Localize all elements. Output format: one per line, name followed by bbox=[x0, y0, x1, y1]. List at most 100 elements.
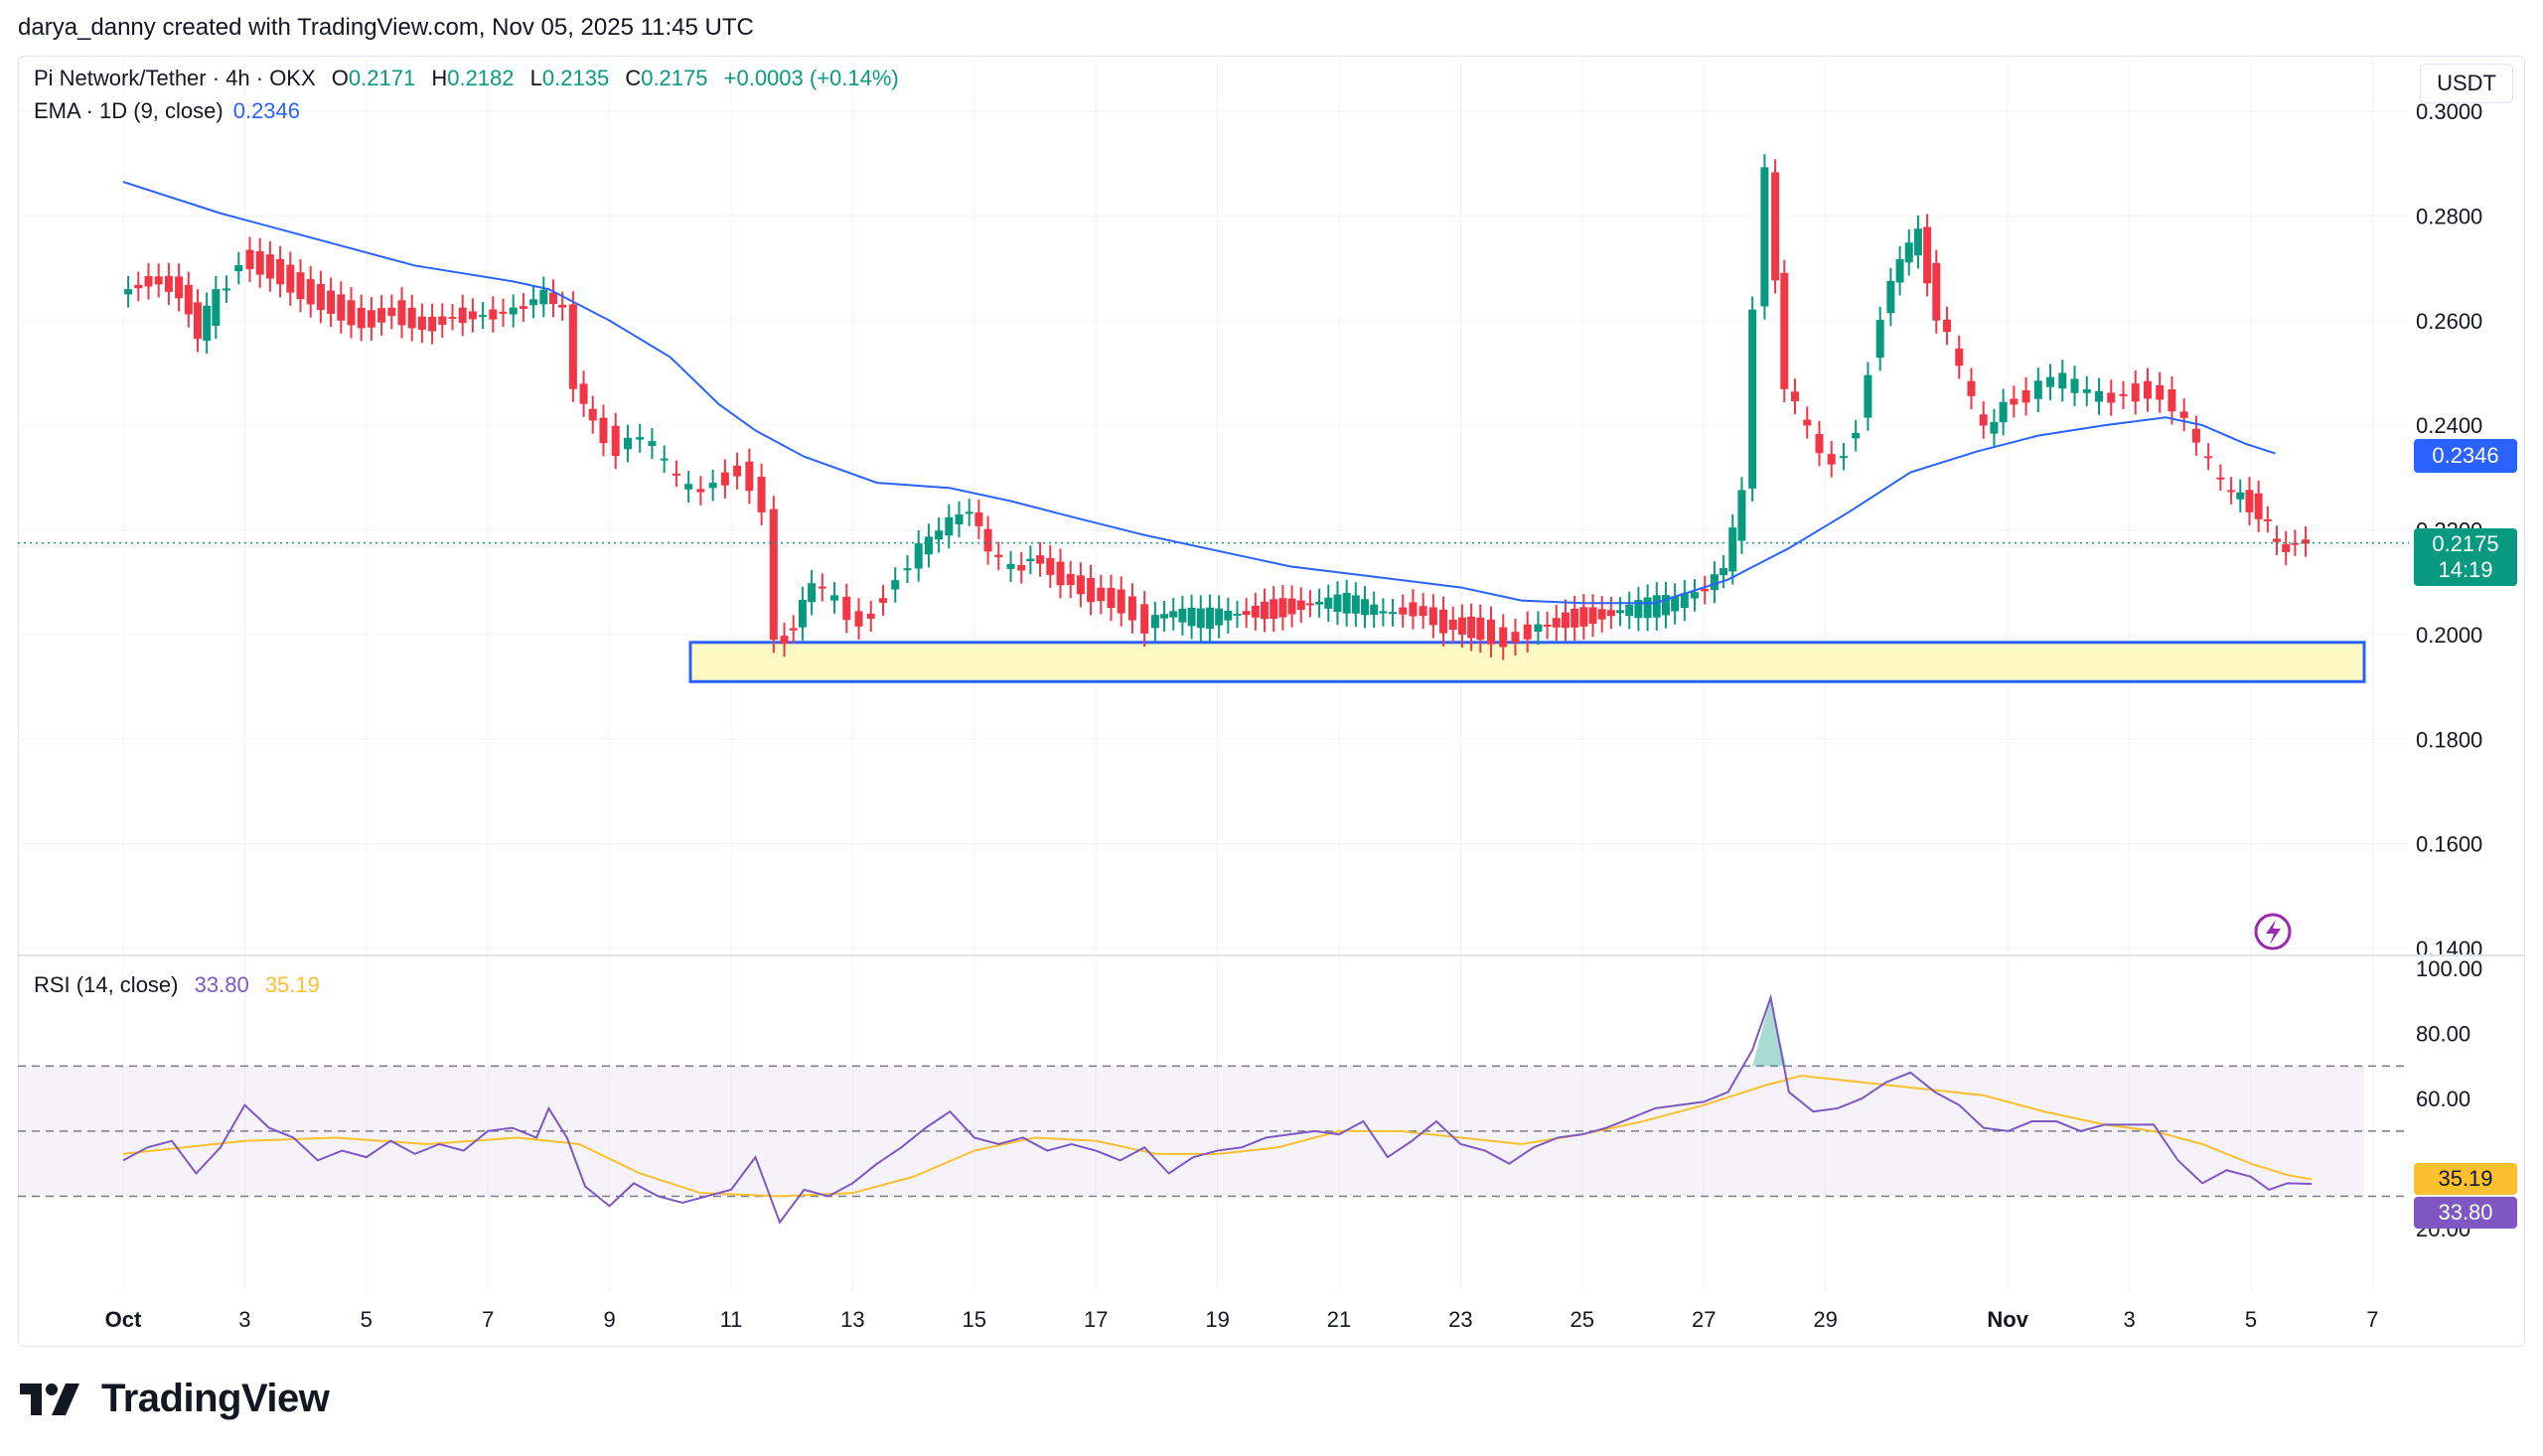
candle-body bbox=[1728, 527, 1737, 572]
candle-body bbox=[193, 302, 202, 340]
candle-body bbox=[2070, 378, 2079, 393]
candle-body bbox=[879, 598, 887, 603]
candle-body bbox=[1967, 380, 1976, 396]
time-axis-tick-label: 7 bbox=[2366, 1307, 2378, 1332]
symbol-name[interactable]: Pi Network/Tether · 4h · OKX bbox=[34, 66, 316, 90]
price-axis-tick-label: 0.1600 bbox=[2416, 832, 2482, 857]
candle-body bbox=[2021, 390, 2030, 403]
candle-body bbox=[1287, 598, 1296, 615]
candle-body bbox=[1895, 258, 1904, 283]
candle-body bbox=[780, 636, 789, 645]
candle-body bbox=[1379, 611, 1388, 614]
currency-button[interactable]: USDT bbox=[2420, 64, 2513, 103]
price-axis-tick-label: 0.2000 bbox=[2416, 623, 2482, 648]
candle-body bbox=[1026, 558, 1035, 562]
ema-name: EMA · 1D (9, close) bbox=[34, 98, 224, 123]
chart-frame bbox=[18, 56, 2525, 1347]
candle-body bbox=[1534, 624, 1543, 633]
candle-body bbox=[1616, 610, 1625, 614]
candle-body bbox=[1296, 600, 1305, 610]
candle-body bbox=[2058, 372, 2067, 389]
candle-body bbox=[397, 300, 406, 326]
candle-body bbox=[2033, 380, 2042, 399]
candle-body bbox=[1999, 401, 2008, 423]
last-price-tag: 0.2175 14:19 bbox=[2414, 528, 2517, 586]
candle-body bbox=[842, 596, 851, 621]
open-value: 0.2171 bbox=[348, 66, 416, 90]
price-axis-tick-label: 0.1400 bbox=[2416, 937, 2482, 961]
tradingview-logo[interactable]: TradingView bbox=[18, 1377, 330, 1421]
candle-body bbox=[2095, 390, 2103, 402]
candle-body bbox=[154, 276, 163, 285]
candle-body bbox=[489, 309, 498, 320]
candle-body bbox=[1791, 391, 1799, 401]
candle-body bbox=[1127, 596, 1136, 621]
candle-body bbox=[2302, 539, 2311, 544]
candle-body bbox=[1737, 490, 1746, 541]
alert-icon[interactable] bbox=[2254, 913, 2292, 950]
candle-body bbox=[1780, 272, 1789, 389]
candle-body bbox=[1803, 419, 1812, 426]
rsi-line[interactable] bbox=[122, 993, 2313, 1225]
candle-body bbox=[337, 294, 346, 321]
candle-body bbox=[1056, 561, 1065, 586]
candle-body bbox=[1017, 564, 1026, 571]
ema-line[interactable] bbox=[122, 181, 2276, 605]
candle-body bbox=[1815, 433, 1824, 454]
candle-body bbox=[1046, 557, 1055, 575]
close-value: 0.2175 bbox=[641, 66, 708, 90]
candle-body bbox=[1160, 614, 1169, 619]
candle-body bbox=[1006, 563, 1015, 569]
rsi-legend[interactable]: RSI (14, close) 33.80 35.19 bbox=[34, 972, 320, 998]
tradingview-logo-icon bbox=[20, 1383, 79, 1415]
candle-body bbox=[1097, 587, 1106, 602]
candle-body bbox=[672, 473, 680, 476]
candle-body bbox=[1671, 596, 1680, 612]
candle-body bbox=[1066, 574, 1075, 586]
candle-body bbox=[588, 408, 597, 421]
tradingview-logo-text: TradingView bbox=[101, 1377, 330, 1420]
candle-body bbox=[1205, 607, 1214, 630]
candle-body bbox=[539, 289, 548, 305]
candle-body bbox=[2227, 490, 2236, 493]
candle-body bbox=[2204, 456, 2213, 459]
candle-body bbox=[265, 254, 274, 279]
candle-body bbox=[648, 441, 657, 447]
candle-body bbox=[2291, 542, 2300, 545]
rsi-ma-value: 35.19 bbox=[264, 972, 320, 997]
candle-body bbox=[2236, 492, 2245, 500]
time-axis-tick-label: 29 bbox=[1813, 1307, 1837, 1332]
candle-body bbox=[1886, 280, 1895, 314]
candle-body bbox=[407, 307, 416, 329]
candle-body bbox=[134, 284, 143, 289]
candle-body bbox=[164, 275, 173, 292]
candle-body bbox=[296, 272, 305, 300]
candle-body bbox=[1448, 619, 1457, 631]
time-axis-tick-label: Nov bbox=[1987, 1307, 2028, 1332]
candle-body bbox=[1224, 610, 1233, 621]
candle-body bbox=[1720, 568, 1728, 576]
candle-body bbox=[245, 249, 254, 269]
price-axis-tick-label: 0.2400 bbox=[2416, 413, 2482, 438]
candle-body bbox=[1748, 309, 1757, 489]
candle-body bbox=[2107, 392, 2116, 403]
candle-body bbox=[1315, 601, 1324, 605]
candle-body bbox=[316, 283, 325, 311]
candle-body bbox=[1625, 604, 1634, 617]
ema-legend[interactable]: EMA · 1D (9, close) 0.2346 bbox=[34, 98, 300, 124]
candle-body bbox=[1771, 172, 1780, 281]
candle-body bbox=[1543, 624, 1552, 627]
time-axis-tick-label: 7 bbox=[482, 1307, 494, 1332]
candle-body bbox=[994, 554, 1003, 558]
candle-body bbox=[1904, 242, 1913, 263]
candle-body bbox=[1107, 587, 1116, 609]
rsi-price-tag: 33.80 bbox=[2414, 1197, 2517, 1229]
candle-body bbox=[1990, 421, 1999, 434]
candle-body bbox=[234, 264, 243, 272]
price-axis-tick-label: 0.2600 bbox=[2416, 309, 2482, 334]
candle-body bbox=[1270, 599, 1278, 620]
price-axis-tick-label: 0.1800 bbox=[2416, 727, 2482, 752]
candle-body bbox=[1251, 605, 1260, 618]
candle-body bbox=[1561, 612, 1570, 629]
